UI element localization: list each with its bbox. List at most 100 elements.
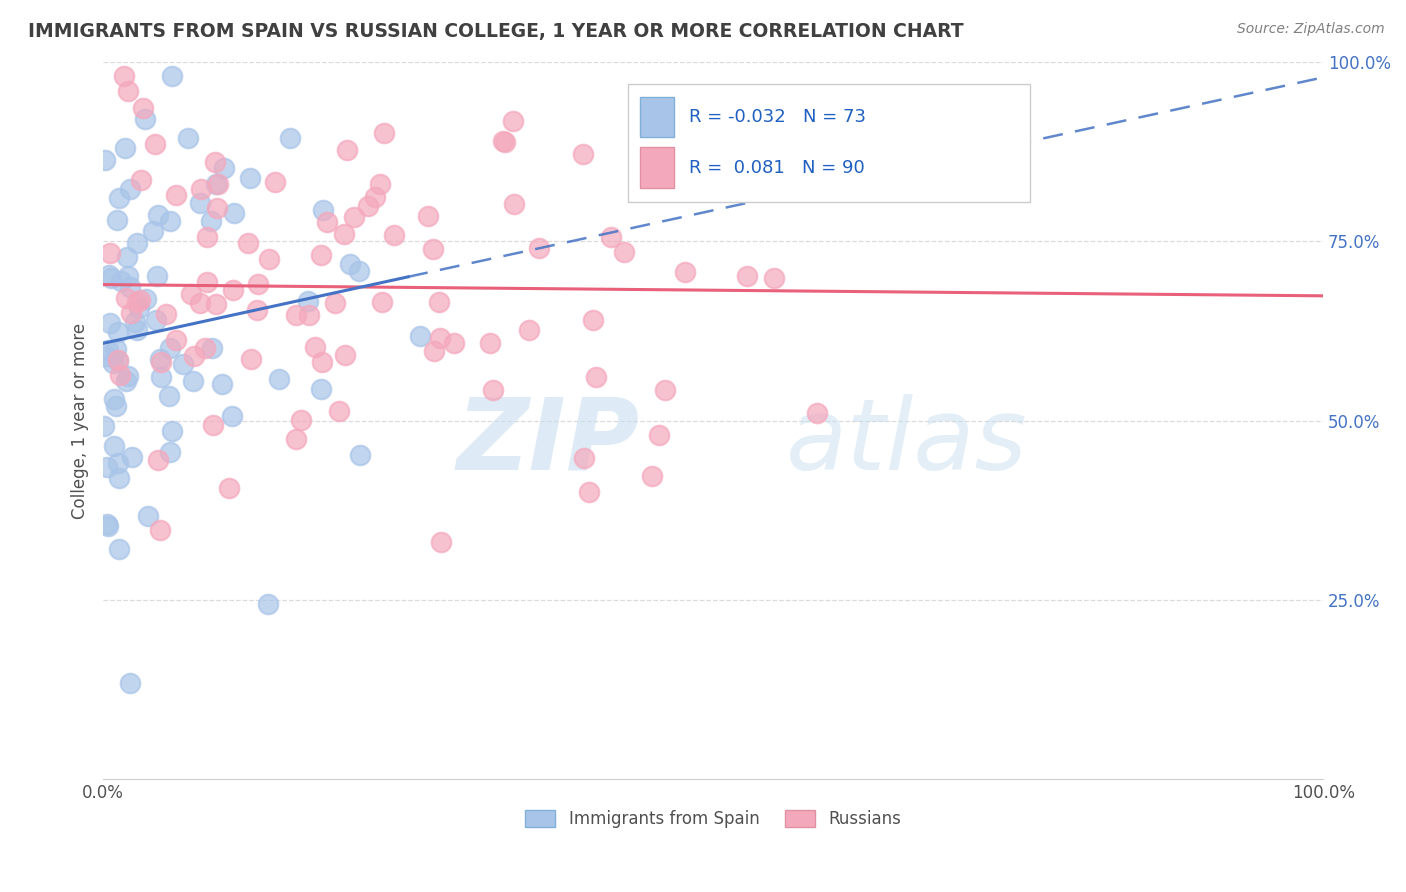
Point: [142, 224, 165, 238]
Point: [97, 343, 120, 357]
Point: [114, 141, 136, 155]
Point: [212, 161, 235, 176]
Point: [98, 246, 121, 260]
Point: [120, 676, 142, 690]
Text: IMMIGRANTS FROM SPAIN VS RUSSIAN COLLEGE, 1 YEAR OR MORE CORRELATION CHART: IMMIGRANTS FROM SPAIN VS RUSSIAN COLLEGE…: [28, 22, 963, 41]
Point: [155, 307, 177, 321]
Point: [600, 229, 623, 244]
Point: [98, 317, 121, 331]
Point: [578, 485, 600, 500]
Point: [117, 268, 139, 283]
Point: [735, 268, 758, 283]
Point: [96, 459, 118, 474]
Point: [201, 418, 224, 433]
Point: [290, 413, 312, 427]
Point: [107, 325, 129, 339]
Point: [207, 177, 229, 191]
Point: [194, 342, 217, 356]
Point: [479, 335, 502, 350]
Point: [648, 171, 671, 186]
Bar: [640, 147, 673, 187]
Point: [613, 244, 636, 259]
Point: [527, 241, 550, 255]
Point: [101, 356, 124, 370]
Point: [150, 370, 173, 384]
Text: atlas: atlas: [786, 393, 1028, 491]
Point: [304, 340, 326, 354]
Point: [176, 130, 198, 145]
Point: [115, 291, 138, 305]
Point: [264, 175, 287, 189]
Point: [654, 383, 676, 397]
Point: [110, 274, 132, 288]
Point: [146, 268, 169, 283]
Text: ZIP: ZIP: [457, 393, 640, 491]
Point: [312, 202, 335, 217]
Point: [149, 523, 172, 537]
Text: R = -0.032   N = 73: R = -0.032 N = 73: [689, 108, 866, 127]
Point: [146, 453, 169, 467]
Point: [247, 277, 270, 291]
Point: [347, 264, 370, 278]
Point: [200, 214, 222, 228]
Point: [162, 70, 184, 84]
Point: [128, 301, 150, 316]
Point: [240, 351, 263, 366]
Point: [574, 450, 596, 465]
Point: [582, 312, 605, 326]
Point: [956, 120, 979, 135]
Point: [103, 439, 125, 453]
Point: [117, 250, 139, 264]
Point: [333, 227, 356, 241]
Point: [125, 323, 148, 337]
Point: [315, 215, 337, 229]
Point: [94, 349, 117, 363]
Point: [105, 213, 128, 227]
Point: [96, 517, 118, 532]
Point: [710, 115, 733, 129]
Point: [416, 209, 439, 223]
Point: [336, 143, 359, 157]
Point: [517, 323, 540, 337]
Point: [204, 155, 226, 169]
Point: [309, 248, 332, 262]
Point: [146, 208, 169, 222]
Point: [104, 343, 127, 357]
Point: [117, 369, 139, 384]
Point: [267, 372, 290, 386]
Point: [165, 333, 187, 347]
Point: [195, 230, 218, 244]
Point: [373, 126, 395, 140]
Bar: [627, 84, 1031, 202]
Point: [239, 170, 262, 185]
Point: [494, 135, 516, 149]
Point: [205, 297, 228, 311]
Point: [135, 292, 157, 306]
Point: [328, 404, 350, 418]
Point: [430, 534, 453, 549]
Point: [762, 271, 785, 285]
Point: [502, 196, 524, 211]
Point: [806, 406, 828, 420]
Point: [103, 392, 125, 407]
Point: [246, 303, 269, 318]
Point: [124, 314, 146, 328]
Point: [108, 191, 131, 205]
Point: [371, 295, 394, 310]
Point: [257, 252, 280, 266]
Point: [647, 428, 669, 442]
Point: [145, 313, 167, 327]
Point: [195, 275, 218, 289]
Point: [188, 295, 211, 310]
Point: [108, 542, 131, 557]
Text: R =  0.081   N = 90: R = 0.081 N = 90: [689, 160, 865, 178]
Point: [221, 409, 243, 424]
Point: [357, 199, 380, 213]
Point: [481, 383, 503, 397]
Point: [128, 293, 150, 307]
Point: [427, 295, 450, 310]
Point: [297, 293, 319, 308]
Point: [157, 389, 180, 403]
Point: [107, 353, 129, 368]
Point: [190, 181, 212, 195]
